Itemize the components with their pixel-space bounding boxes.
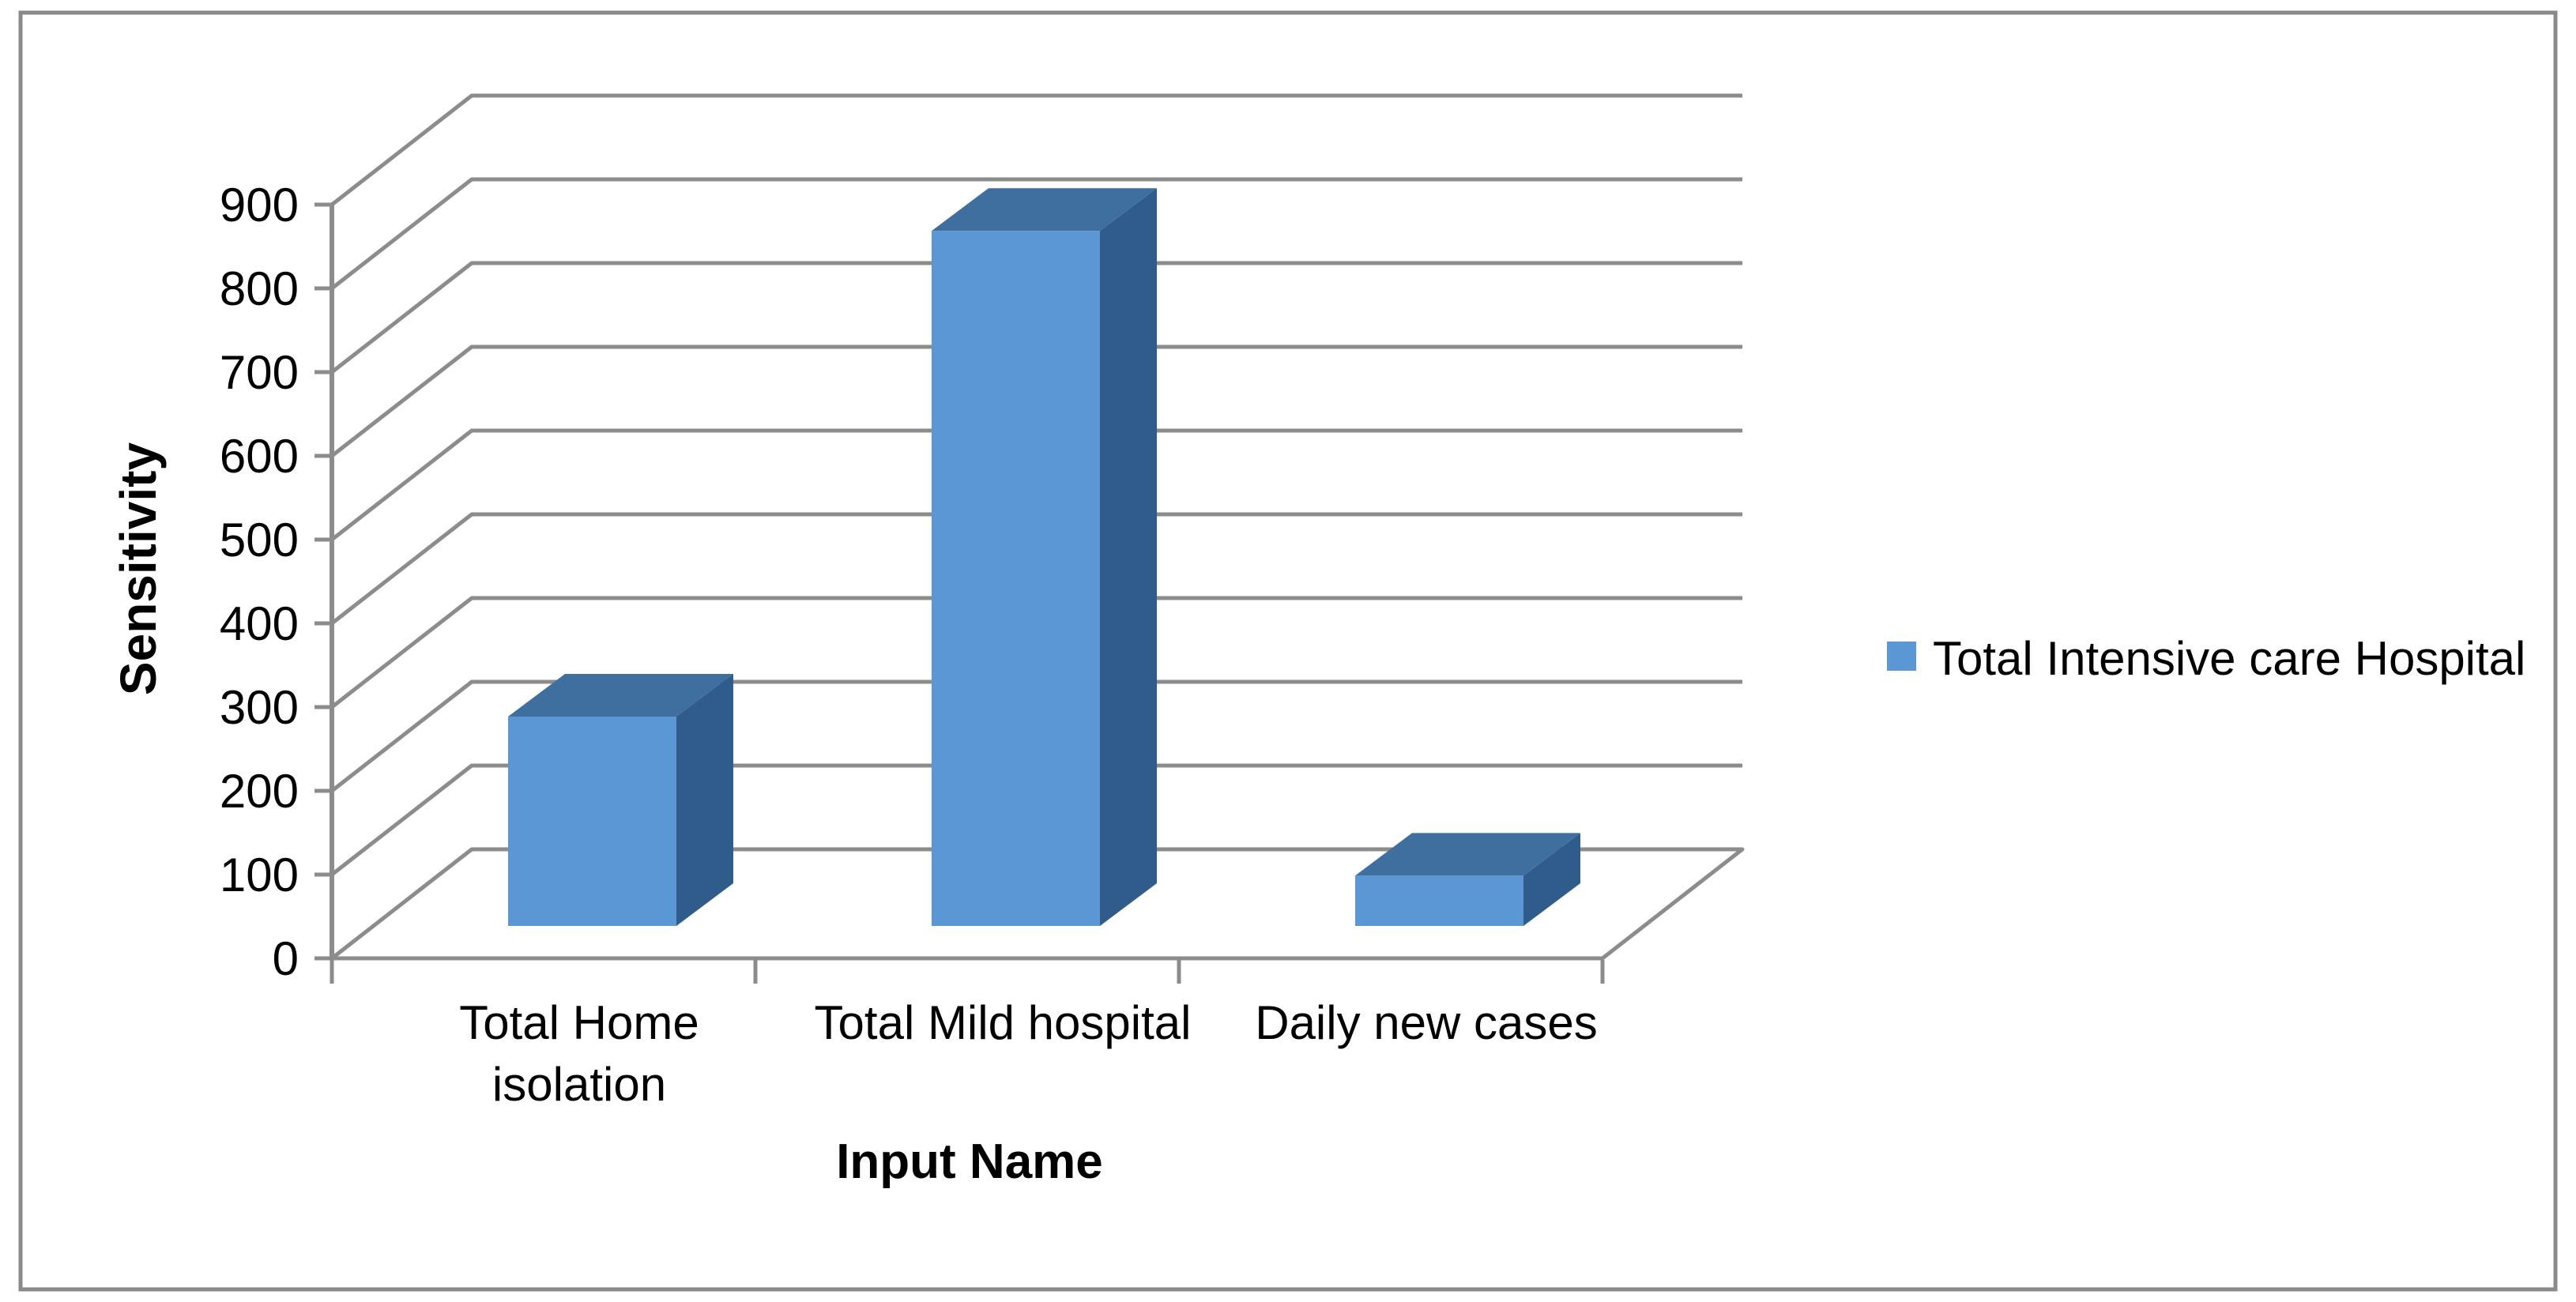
bar-Total Home isolation bbox=[508, 674, 733, 926]
axes bbox=[314, 202, 1605, 984]
gridlines bbox=[330, 93, 1742, 876]
bar-side-face bbox=[1100, 188, 1157, 926]
legend-swatch-icon bbox=[1887, 642, 1916, 671]
y-tick-label-0: 0 bbox=[273, 932, 299, 985]
bar-front-face bbox=[932, 231, 1100, 926]
gridline-800 bbox=[330, 177, 1742, 290]
floor bbox=[330, 847, 1745, 961]
bar-front-face bbox=[1355, 875, 1523, 926]
y-axis-title: Sensitivity bbox=[110, 442, 167, 696]
y-tick-label-300: 300 bbox=[220, 681, 299, 734]
gridline-700 bbox=[330, 261, 1742, 374]
bar-Daily new cases bbox=[1355, 833, 1580, 926]
bar-top-face bbox=[508, 674, 733, 717]
gridline-400 bbox=[330, 512, 1742, 625]
gridline-200 bbox=[330, 679, 1742, 792]
gridline-300 bbox=[330, 596, 1742, 709]
y-tick-label-200: 200 bbox=[220, 765, 299, 818]
bar-side-face bbox=[676, 674, 733, 926]
bar-Total Mild hospital bbox=[932, 188, 1157, 926]
y-tick-label-700: 700 bbox=[220, 346, 299, 399]
bar-front-face bbox=[508, 717, 676, 926]
bar-top-face bbox=[1355, 833, 1580, 876]
y-tick-label-600: 600 bbox=[220, 430, 299, 483]
y-tick-label-900: 900 bbox=[220, 179, 299, 231]
category-labels: Total Home isolation Total Mild hospital Da… bbox=[459, 996, 1597, 1111]
category-label-0-line-1: isolation bbox=[492, 1058, 666, 1111]
floor-outline bbox=[330, 847, 1745, 961]
y-tick-label-400: 400 bbox=[220, 597, 299, 650]
bars bbox=[508, 188, 1580, 926]
legend-label: Total Intensive care Hospital bbox=[1933, 632, 2525, 685]
y-tick-labels: 0 100 200 300 400 500 600 700 800 900 bbox=[220, 179, 299, 985]
category-label-0-line-0: Total Home bbox=[459, 996, 699, 1049]
legend: Total Intensive care Hospital bbox=[1887, 632, 2525, 685]
y-tick-label-100: 100 bbox=[220, 849, 299, 901]
gridline-900 bbox=[330, 93, 1742, 206]
y-tick-label-500: 500 bbox=[220, 514, 299, 566]
x-axis-title: Input Name bbox=[836, 1135, 1103, 1189]
figure-border bbox=[18, 10, 2558, 1292]
category-label-1-line-0: Total Mild hospital bbox=[815, 996, 1192, 1049]
bar-side-face bbox=[1523, 833, 1580, 926]
category-label-2-line-0: Daily new cases bbox=[1255, 996, 1598, 1049]
bar-top-face bbox=[932, 188, 1157, 231]
gridline-100 bbox=[330, 763, 1742, 876]
y-tick-label-800: 800 bbox=[220, 262, 299, 315]
gridline-600 bbox=[330, 344, 1742, 457]
gridline-500 bbox=[330, 428, 1742, 541]
